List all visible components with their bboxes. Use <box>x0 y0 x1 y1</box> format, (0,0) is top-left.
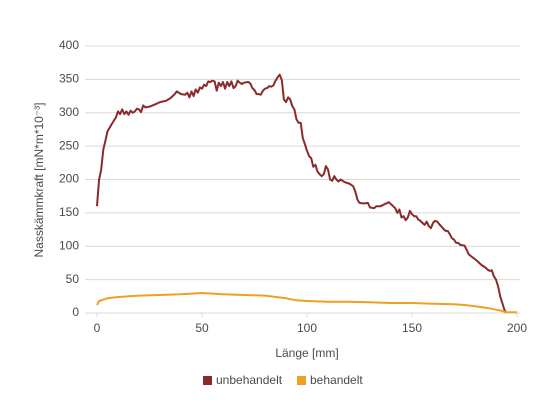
x-tick-label: 200 <box>507 321 527 335</box>
y-tick-label: 0 <box>72 305 79 319</box>
x-tick-label: 0 <box>94 321 101 335</box>
x-axis-label: Länge [mm] <box>275 346 338 360</box>
y-tick-label: 50 <box>66 272 80 286</box>
x-tick-label: 50 <box>195 321 209 335</box>
legend-label: unbehandelt <box>216 373 283 387</box>
y-tick-label: 400 <box>59 38 79 52</box>
x-tick-label: 150 <box>402 321 422 335</box>
y-tick-label: 150 <box>59 205 79 219</box>
y-tick-label: 100 <box>59 238 79 252</box>
line <box>96 73 508 314</box>
legend-swatch <box>203 376 212 385</box>
y-axis-label: Nasskämmkraft [mN*m*10⁻³] <box>32 102 46 257</box>
y-tick-label: 350 <box>59 72 79 86</box>
legend-swatch <box>297 376 306 385</box>
y-tick-label: 300 <box>59 105 79 119</box>
legend-label: behandelt <box>310 373 363 387</box>
line <box>96 292 517 314</box>
y-tick-label: 250 <box>59 138 79 152</box>
y-tick-label: 200 <box>59 172 79 186</box>
x-tick-label: 100 <box>297 321 317 335</box>
